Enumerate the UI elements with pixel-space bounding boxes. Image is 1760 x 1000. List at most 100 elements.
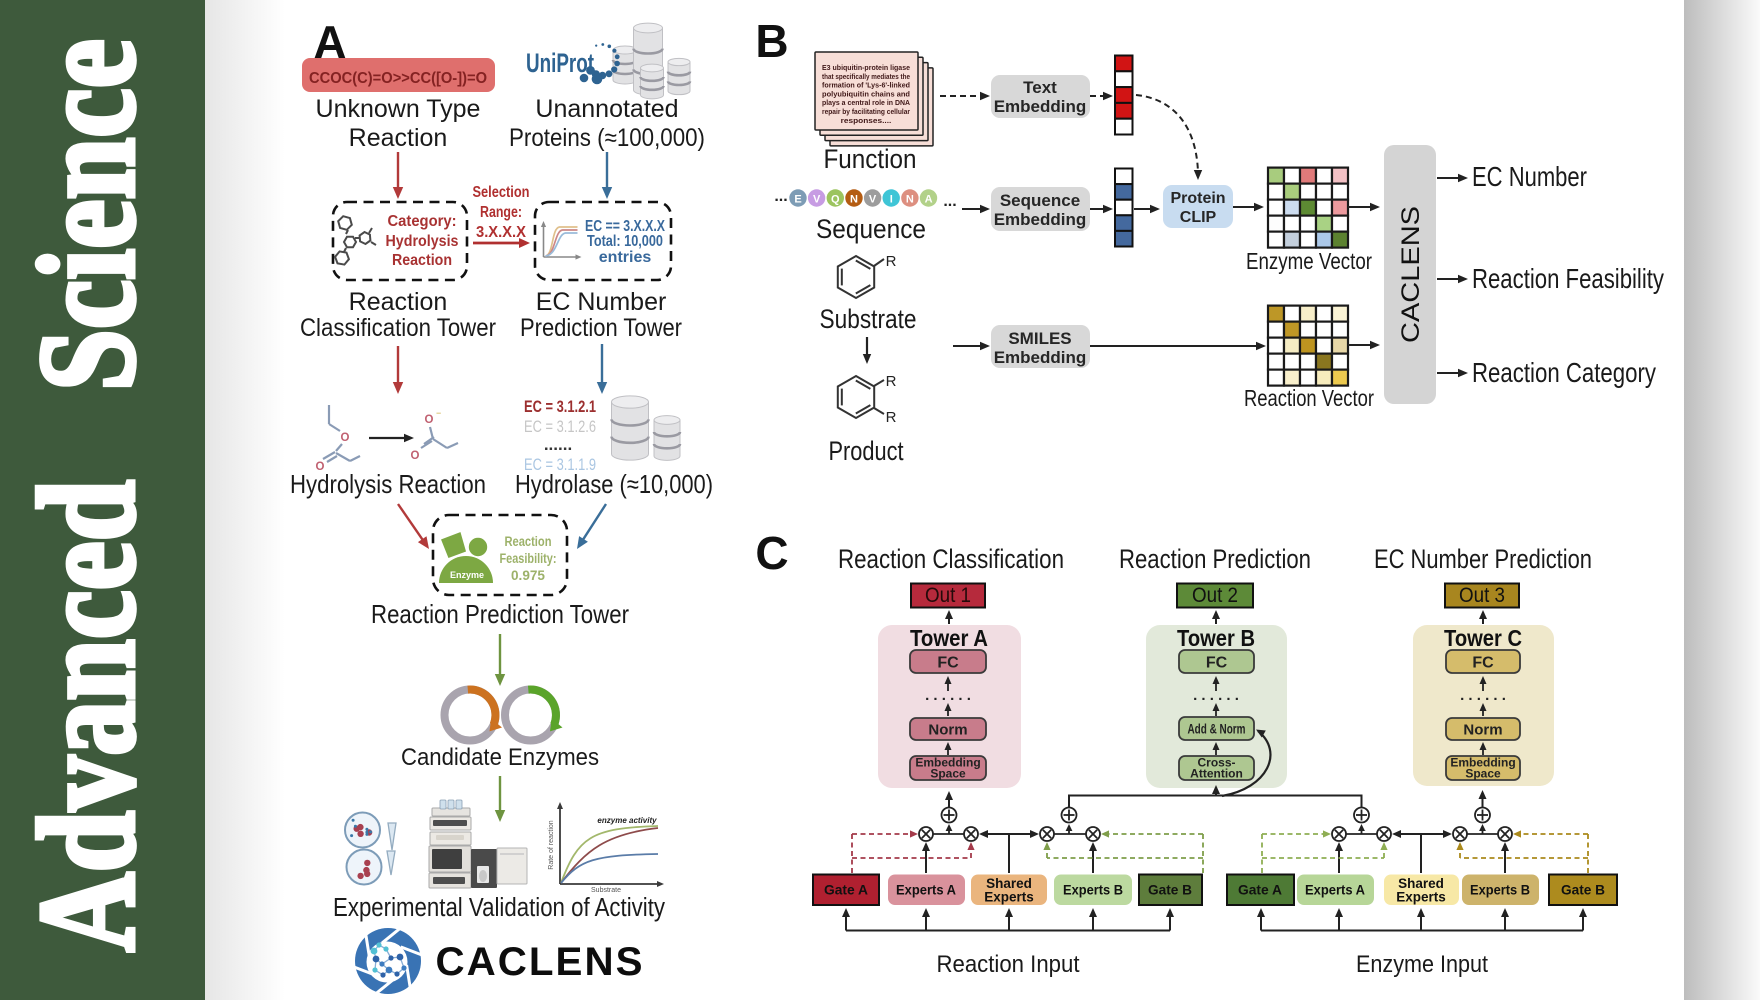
- svg-text:R: R: [886, 373, 897, 390]
- svg-text:Experimental Validation of Act: Experimental Validation of Activity: [333, 894, 665, 922]
- svg-text:O: O: [316, 461, 325, 473]
- svg-text:Substrate: Substrate: [820, 304, 917, 334]
- svg-text:Reaction: Reaction: [349, 124, 448, 152]
- svg-text:R: R: [886, 409, 897, 426]
- svg-text:C: C: [755, 527, 788, 579]
- svg-text:enzyme activity: enzyme activity: [597, 816, 657, 825]
- svg-text:responses....: responses....: [841, 116, 892, 125]
- svg-text:that specifically mediates the: that specifically mediates the: [822, 72, 910, 81]
- svg-text:Category:: Category:: [388, 213, 457, 230]
- svg-text:Reaction Input: Reaction Input: [937, 951, 1080, 978]
- svg-text:repair by facilitating cellula: repair by facilitating cellular: [822, 107, 910, 116]
- svg-text:Hydrolysis: Hydrolysis: [386, 233, 459, 250]
- svg-text:Enzyme Vector: Enzyme Vector: [1246, 248, 1372, 274]
- svg-text:B: B: [755, 15, 788, 67]
- svg-text:Reaction Category: Reaction Category: [1472, 357, 1656, 388]
- svg-text:0.975: 0.975: [511, 568, 545, 583]
- svg-text:......: ......: [544, 435, 572, 454]
- svg-text:Tower A: Tower A: [910, 625, 988, 651]
- svg-text:Science: Science: [10, 39, 163, 391]
- svg-text:Hydrolase (≈10,000): Hydrolase (≈10,000): [515, 469, 713, 499]
- svg-text:E3 ubiquitin-protein ligase: E3 ubiquitin-protein ligase: [822, 63, 910, 72]
- svg-text:A: A: [925, 194, 933, 206]
- svg-text:Experts: Experts: [984, 890, 1034, 905]
- svg-text:Out 1: Out 1: [925, 584, 971, 607]
- svg-text:O: O: [425, 414, 434, 426]
- svg-text:Shared: Shared: [986, 876, 1032, 891]
- svg-text:CCOC(C)=O>>CC([O-])=O: CCOC(C)=O>>CC([O-])=O: [309, 70, 487, 87]
- svg-text:E: E: [794, 194, 801, 206]
- svg-text:Protein: Protein: [1170, 190, 1225, 207]
- svg-text:Embedding: Embedding: [915, 756, 980, 770]
- svg-text:Proteins (≈100,000): Proteins (≈100,000): [509, 124, 705, 152]
- svg-text:Gate B: Gate B: [1561, 883, 1605, 898]
- svg-text:Reaction Vector: Reaction Vector: [1244, 385, 1374, 411]
- svg-text:O: O: [341, 432, 350, 444]
- svg-text:CACLENS: CACLENS: [1397, 206, 1425, 343]
- svg-text:plays a central role in DNA: plays a central role in DNA: [822, 98, 911, 107]
- svg-text:Out 2: Out 2: [1192, 584, 1238, 607]
- svg-text:Cross-: Cross-: [1197, 756, 1235, 770]
- svg-text:Gate A: Gate A: [824, 883, 868, 898]
- svg-text:Experts B: Experts B: [1470, 883, 1530, 898]
- svg-text:EC = 3.1.2.6: EC = 3.1.2.6: [524, 417, 596, 436]
- svg-text:Out 3: Out 3: [1459, 584, 1505, 607]
- svg-text:Space: Space: [1465, 767, 1501, 781]
- svg-text:Gate A: Gate A: [1238, 883, 1282, 898]
- svg-text:Total: 10,000: Total: 10,000: [587, 233, 663, 250]
- svg-text:V: V: [813, 194, 821, 206]
- svg-text:Add & Norm: Add & Norm: [1188, 721, 1246, 736]
- svg-text:Norm: Norm: [928, 721, 967, 738]
- svg-text:Candidate Enzymes: Candidate Enzymes: [401, 744, 599, 771]
- svg-text:Product: Product: [829, 436, 904, 466]
- svg-text:−: −: [436, 408, 441, 418]
- svg-text:R: R: [886, 253, 897, 270]
- svg-text:formation of 'Lys-6'-linked: formation of 'Lys-6'-linked: [822, 81, 910, 90]
- svg-text:...: ...: [943, 193, 956, 210]
- svg-text:Tower B: Tower B: [1177, 625, 1255, 651]
- svg-text:FC: FC: [937, 654, 959, 671]
- svg-text:entries: entries: [599, 249, 652, 266]
- svg-text:SMILES: SMILES: [1008, 329, 1071, 348]
- svg-text:V: V: [869, 194, 877, 206]
- svg-text:Tower C: Tower C: [1444, 625, 1522, 651]
- svg-text:Enzyme Input: Enzyme Input: [1356, 951, 1488, 978]
- svg-text:Sequence: Sequence: [1000, 191, 1080, 210]
- svg-text:Reaction Prediction: Reaction Prediction: [1119, 544, 1311, 574]
- svg-text:Advanced: Advanced: [10, 480, 163, 952]
- svg-text:. . . . . .: . . . . . .: [1460, 687, 1506, 704]
- svg-text:I: I: [890, 194, 893, 206]
- svg-text:Experts A: Experts A: [1305, 883, 1365, 898]
- svg-text:Attention: Attention: [1190, 767, 1243, 781]
- svg-text:Selection: Selection: [473, 184, 530, 201]
- svg-text:CACLENS: CACLENS: [436, 940, 645, 984]
- svg-text:...: ...: [774, 188, 787, 205]
- svg-text:Reaction: Reaction: [349, 288, 448, 316]
- svg-text:EC == 3.X.X.X: EC == 3.X.X.X: [585, 218, 665, 235]
- svg-text:Reaction Feasibility: Reaction Feasibility: [1472, 263, 1664, 294]
- svg-text:Sequence: Sequence: [816, 214, 926, 244]
- svg-text:polyubiquitin chains and: polyubiquitin chains and: [822, 89, 910, 98]
- svg-text:Classification Tower: Classification Tower: [300, 314, 496, 342]
- svg-text:FC: FC: [1472, 654, 1494, 671]
- svg-text:Experts A: Experts A: [896, 883, 956, 898]
- svg-text:UniProt: UniProt: [526, 48, 594, 78]
- svg-text:Feasibility:: Feasibility:: [500, 551, 557, 566]
- svg-text:Prediction Tower: Prediction Tower: [520, 314, 682, 342]
- svg-text:EC Number: EC Number: [536, 288, 667, 316]
- svg-text:Substrate: Substrate: [591, 887, 621, 894]
- svg-text:CLIP: CLIP: [1180, 209, 1217, 226]
- svg-text:Unknown Type: Unknown Type: [316, 95, 481, 123]
- svg-text:Reaction: Reaction: [392, 252, 452, 269]
- svg-text:Experts: Experts: [1396, 890, 1446, 905]
- svg-text:Function: Function: [824, 144, 917, 174]
- svg-text:Text: Text: [1023, 78, 1057, 97]
- svg-text:Reaction Prediction Tower: Reaction Prediction Tower: [371, 599, 629, 629]
- svg-text:3.X.X.X: 3.X.X.X: [476, 224, 527, 241]
- svg-text:Shared: Shared: [1398, 876, 1444, 891]
- svg-text:Rate of reaction: Rate of reaction: [548, 820, 555, 870]
- svg-text:EC = 3.1.1.9: EC = 3.1.1.9: [524, 455, 596, 474]
- svg-text:FC: FC: [1206, 654, 1228, 671]
- svg-text:Embedding: Embedding: [994, 97, 1087, 116]
- svg-text:Hydrolysis Reaction: Hydrolysis Reaction: [290, 469, 486, 499]
